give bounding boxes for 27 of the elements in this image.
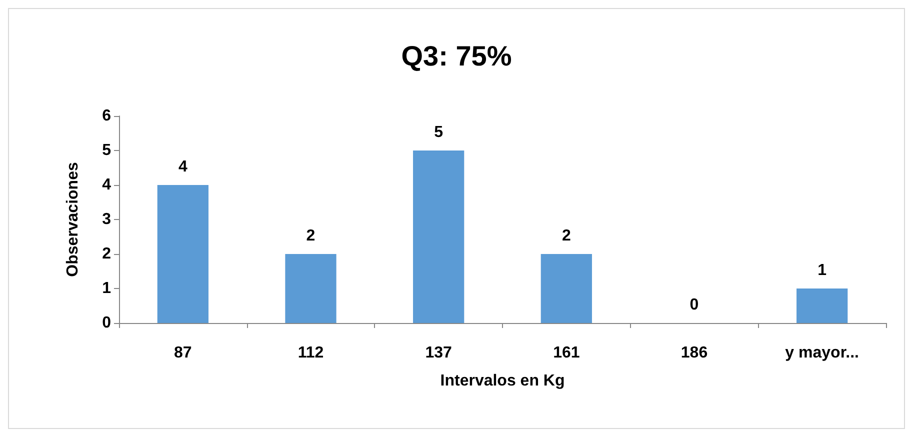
x-tick-label: 161 [553,344,580,362]
data-label: 1 [818,262,827,279]
chart-title: Q3: 75% [401,40,512,72]
bar [157,185,208,323]
data-label: 2 [562,228,571,244]
data-label: 4 [178,158,188,176]
y-tick-label: 6 [102,108,112,124]
x-tick-label: 87 [174,344,192,362]
y-tick-label: 1 [102,280,112,297]
y-tick-label: 5 [102,142,112,159]
data-label: 5 [434,124,444,141]
data-label: 2 [306,228,316,244]
x-tick-label: 137 [425,344,452,362]
y-tick-label: 0 [102,314,112,332]
x-tick-label: 112 [298,344,324,362]
x-axis-title: Intervalos en Kg [440,372,565,390]
bar [540,254,592,323]
bar [796,288,848,323]
x-tick-label: y mayor... [785,344,859,362]
y-tick-label: 2 [102,246,112,262]
y-tick-label: 3 [102,211,112,228]
bar [285,254,336,323]
bar [413,150,464,323]
x-tick-label: 186 [680,344,708,362]
y-axis-title: Observaciones [64,162,82,277]
data-label: 0 [690,296,699,314]
y-tick-label: 4 [102,176,112,194]
